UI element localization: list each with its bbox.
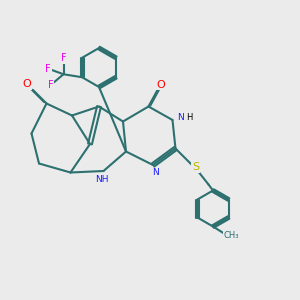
- Text: N: N: [178, 112, 184, 122]
- Text: NH: NH: [95, 175, 109, 184]
- Text: H: H: [186, 112, 192, 122]
- Text: F: F: [48, 80, 54, 90]
- Text: O: O: [22, 79, 32, 89]
- Text: F: F: [61, 53, 66, 63]
- Text: S: S: [192, 162, 199, 172]
- Text: CH₃: CH₃: [223, 231, 239, 240]
- Text: F: F: [46, 64, 51, 74]
- Text: O: O: [157, 80, 166, 90]
- Text: N: N: [152, 168, 159, 177]
